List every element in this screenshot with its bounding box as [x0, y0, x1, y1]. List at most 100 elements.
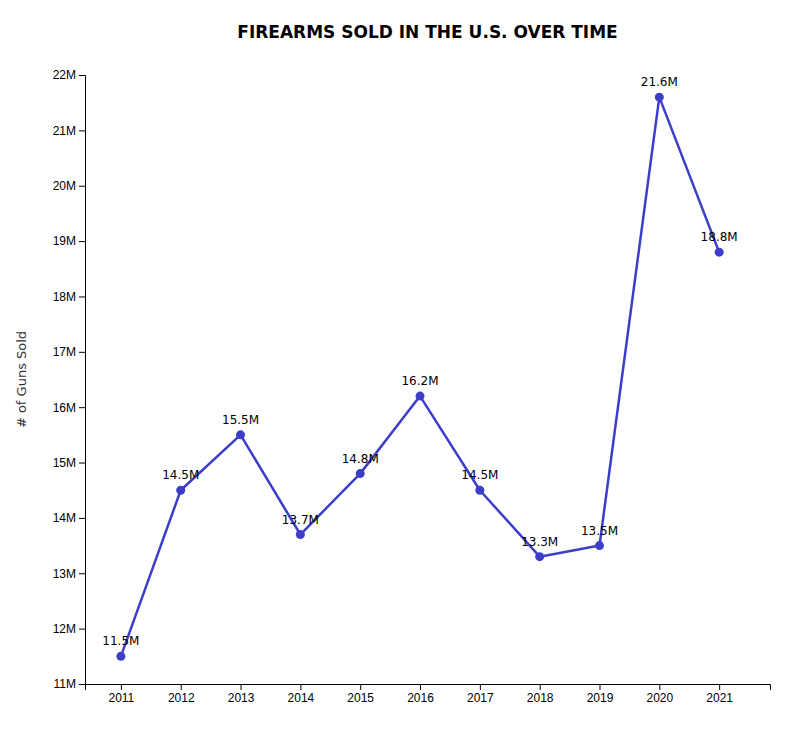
data-label: 16.2M — [401, 374, 438, 388]
y-tick: 12M — [53, 622, 85, 636]
x-tick: 2017 — [467, 684, 494, 705]
y-tick-mark — [79, 518, 85, 519]
y-tick: 16M — [53, 401, 85, 415]
y-tick: 17M — [53, 345, 85, 359]
x-tick: 2011 — [108, 684, 134, 705]
data-label: 14.5M — [461, 468, 498, 482]
point — [416, 392, 425, 401]
y-tick: 21M — [53, 124, 85, 138]
point — [535, 552, 544, 561]
y-tick-label: 20M — [53, 179, 76, 193]
y-tick-mark — [79, 75, 85, 76]
point — [475, 486, 484, 495]
point — [715, 248, 724, 257]
x-tick: 2013 — [228, 684, 255, 705]
y-tick-label: 18M — [53, 290, 76, 304]
y-tick-mark — [79, 684, 85, 685]
point — [595, 541, 604, 550]
data-label: 14.5M — [162, 468, 199, 482]
x-tick: 2014 — [288, 684, 315, 705]
x-tick-label: 2020 — [646, 691, 673, 705]
point — [176, 486, 185, 495]
title: FIREARMS SOLD IN THE U.S. OVER TIME — [237, 22, 617, 42]
y-axis-title: # of Guns Sold — [14, 331, 29, 428]
x-tick-mark — [659, 684, 660, 690]
y-tick-label: 12M — [53, 622, 76, 636]
point — [296, 530, 305, 539]
y-tick-label: 11M — [54, 677, 76, 691]
y-tick-mark — [79, 130, 85, 131]
y-tick: 19M — [53, 234, 85, 248]
y-tick: 20M — [53, 179, 85, 193]
plot: 2011 2012 2013 2014 2015 2016 2017 2018 2019 2020… — [53, 68, 771, 704]
y-tick-mark — [79, 296, 85, 297]
x-tick: 2019 — [587, 684, 614, 705]
x-tick-mark — [121, 684, 122, 690]
point — [655, 93, 664, 102]
x-axis: 2011 2012 2013 2014 2015 2016 2017 2018 2019 2020… — [86, 684, 771, 705]
data-label: 11.5M — [102, 634, 139, 648]
y-tick: 15M — [53, 456, 85, 470]
point — [356, 469, 365, 478]
x-tick-label: 2021 — [706, 691, 733, 705]
y-tick-label: 14M — [53, 511, 76, 525]
x-axis-line — [86, 685, 771, 691]
y-tick-label: 13M — [53, 567, 76, 581]
x-tick-mark — [480, 684, 481, 690]
y-tick-mark — [79, 407, 85, 408]
x-tick-label: 2014 — [288, 691, 315, 705]
x-tick-mark — [181, 684, 182, 690]
chart: 2011 2012 2013 2014 2015 2016 2017 2018 2019 2020… — [0, 0, 800, 734]
y-tick-mark — [79, 573, 85, 574]
data-labels: 11.5M14.5M15.5M13.7M14.8M16.2M14.5M13.3M… — [102, 75, 737, 648]
data-label: 13.5M — [581, 524, 618, 538]
point — [116, 652, 125, 661]
y-tick-mark — [79, 186, 85, 187]
y-tick: 22M — [53, 68, 85, 82]
x-tick-label: 2017 — [467, 691, 494, 705]
data-label: 21.6M — [641, 75, 678, 89]
y-tick-label: 15M — [53, 456, 76, 470]
x-tick: 2016 — [407, 684, 434, 705]
x-tick-mark — [599, 684, 600, 690]
y-tick-mark — [79, 241, 85, 242]
x-tick-label: 2018 — [527, 691, 554, 705]
x-tick-mark — [300, 684, 301, 690]
y-tick-label: 16M — [53, 401, 76, 415]
x-tick-label: 2012 — [168, 691, 195, 705]
y-tick-label: 17M — [53, 345, 76, 359]
y-tick: 13M — [53, 567, 85, 581]
data-label: 14.8M — [342, 452, 379, 466]
x-tick-label: 2016 — [407, 691, 434, 705]
marks — [116, 93, 723, 661]
data-label: 18.8M — [701, 230, 738, 244]
x-tick-mark — [540, 684, 541, 690]
y-tick-mark — [79, 352, 85, 353]
y-tick: 11M — [54, 677, 85, 691]
y-axis: 11M 12M 13M 14M 15M 16M 17M 18M 19M 20M 21M 22M — [53, 68, 86, 691]
x-tick-label: 2013 — [228, 691, 255, 705]
y-tick-mark — [79, 629, 85, 630]
x-tick-label: 2019 — [587, 691, 614, 705]
y-tick-mark — [79, 463, 85, 464]
point — [236, 430, 245, 439]
y-axis-line — [79, 76, 86, 685]
y-tick-label: 19M — [53, 234, 76, 248]
x-tick: 2012 — [168, 684, 195, 705]
x-tick-mark — [360, 684, 361, 690]
x-tick-mark — [719, 684, 720, 690]
x-tick: 2015 — [347, 684, 374, 705]
x-tick-label: 2015 — [347, 691, 374, 705]
data-label: 15.5M — [222, 413, 259, 427]
line — [121, 97, 719, 656]
x-tick: 2020 — [646, 684, 673, 705]
x-tick-label: 2011 — [108, 691, 134, 705]
x-tick: 2021 — [706, 684, 733, 705]
y-tick: 18M — [53, 290, 85, 304]
data-label: 13.7M — [282, 513, 319, 527]
x-tick-mark — [420, 684, 421, 690]
y-tick: 14M — [53, 511, 85, 525]
y-tick-label: 21M — [53, 124, 76, 138]
x-tick-mark — [241, 684, 242, 690]
x-tick: 2018 — [527, 684, 554, 705]
